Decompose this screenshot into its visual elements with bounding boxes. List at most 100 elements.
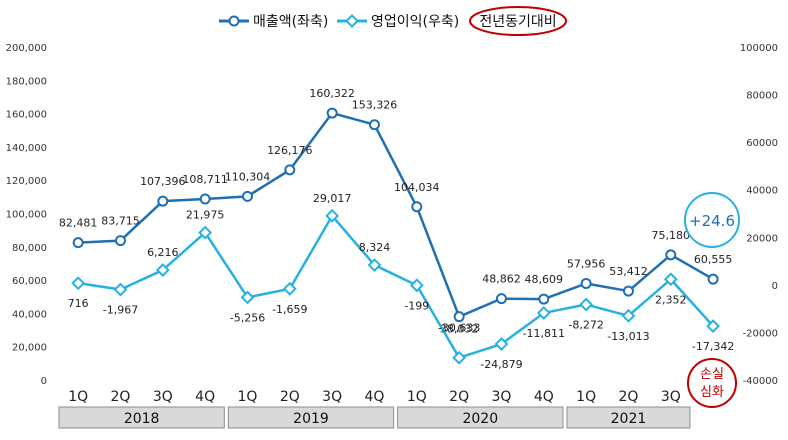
right-tick-label: 60000: [746, 138, 778, 149]
legend-marker: [469, 6, 567, 36]
year-label: 2018: [124, 411, 160, 427]
data-label: 108,711: [182, 173, 228, 186]
data-label: 48,862: [482, 273, 521, 286]
right-tick-label: 40000: [746, 186, 778, 197]
data-point: [155, 263, 170, 277]
right-tick-label: 100000: [740, 43, 778, 54]
right-tick-label: -20000: [743, 328, 778, 339]
right-tick-label: 80000: [746, 91, 778, 102]
data-point: [536, 306, 551, 320]
quarter-label: 3Q: [322, 389, 342, 405]
data-point: [284, 164, 296, 176]
data-label: 2,352: [655, 293, 687, 306]
quarter-label: 4Q: [195, 389, 215, 405]
legend-marker: [345, 14, 359, 28]
data-label: 53,412: [609, 265, 648, 278]
data-label: -17,342: [692, 340, 734, 353]
data-label: -8,272: [568, 319, 603, 332]
data-label: 104,034: [394, 181, 440, 194]
quarter-label: 3Q: [153, 389, 173, 405]
data-point: [622, 285, 634, 297]
data-point: [495, 293, 507, 305]
left-tick-label: 80,000: [12, 243, 47, 254]
data-point: [452, 350, 467, 365]
data-label: 21,975: [186, 209, 225, 222]
data-point: [72, 237, 84, 249]
data-label: 126,176: [267, 144, 313, 157]
data-point: [367, 258, 382, 272]
data-point: [707, 273, 719, 285]
series-line: [77, 214, 715, 359]
quarter-label: 4Q: [534, 389, 554, 405]
year-label: 2019: [293, 411, 329, 427]
data-point: [411, 201, 423, 213]
data-point: [409, 278, 424, 293]
data-label: 82,481: [59, 217, 98, 230]
left-tick-label: 120,000: [6, 176, 47, 187]
right-tick-label: 20000: [746, 233, 778, 244]
yoy-annotation-text: +24.6: [689, 212, 735, 230]
quarter-label: 3Q: [661, 389, 681, 405]
data-label: -24,879: [480, 358, 522, 371]
year-box: [58, 406, 225, 429]
series-line: [78, 111, 714, 318]
left-tick-label: 160,000: [6, 110, 47, 121]
data-label: 57,956: [567, 258, 606, 271]
data-label: -5,256: [230, 311, 265, 324]
data-point: [114, 235, 126, 247]
data-point: [663, 272, 678, 287]
data-label: 107,396: [140, 175, 186, 188]
quarter-label: 2Q: [449, 389, 469, 405]
data-point: [706, 319, 721, 334]
operating-profit-series: 716 -1,967 6,216 21,975 -5,256 -1,659 29,017 8,…: [68, 192, 735, 371]
left-tick-label: 40,000: [12, 309, 47, 320]
data-label: 75,180: [652, 229, 691, 242]
quarter-label: 3Q: [491, 389, 511, 405]
data-point: [621, 308, 636, 323]
quarter-label: 2Q: [618, 389, 638, 405]
data-point: [538, 293, 550, 305]
legend-label: 매출액(좌축): [253, 14, 328, 30]
data-label: -30,633: [438, 322, 480, 335]
data-label: 48,609: [525, 273, 564, 286]
data-point: [579, 297, 594, 312]
data-label: -13,013: [607, 330, 649, 343]
data-point: [240, 290, 255, 305]
quarter-label: 1Q: [238, 389, 258, 405]
data-point: [368, 119, 380, 131]
data-point: [241, 190, 253, 202]
year-label: 2020: [462, 411, 498, 427]
quarter-label: 4Q: [365, 389, 385, 405]
loss-annotation-text: 손실: [700, 367, 724, 382]
right-axis: -40000 -20000 0 20000 40000 60000 80000 100000: [740, 43, 778, 387]
data-label: 160,322: [309, 87, 355, 100]
data-label: -1,659: [272, 303, 307, 316]
yoy-annotation-circle: [684, 192, 740, 248]
legend: 매출액(좌축) 영업이익(우축) 전년동기대비: [219, 6, 567, 36]
data-label: 110,304: [225, 170, 271, 183]
data-label: 716: [68, 297, 89, 310]
left-tick-label: 0: [41, 376, 47, 387]
year-label: 2021: [611, 411, 647, 427]
legend-label: 영업이익(우축): [371, 14, 459, 30]
data-label: -1,967: [103, 304, 138, 317]
data-point: [494, 337, 509, 351]
quarter-label: 1Q: [576, 389, 596, 405]
data-label: 8,324: [359, 241, 391, 254]
data-point: [71, 276, 86, 291]
quarter-label: 2Q: [280, 389, 300, 405]
data-point: [453, 311, 465, 323]
year-box: [566, 406, 691, 429]
right-tick-label: -40000: [743, 376, 778, 387]
year-box: [397, 406, 564, 429]
category-axis: 1Q 2Q 3Q 4Q 1Q 2Q 3Q 4Q 1Q 2Q 3Q 4Q 1Q 2Q 3Q 2018 2019 20…: [58, 389, 691, 429]
quarter-label: 1Q: [407, 389, 427, 405]
left-tick-label: 60,000: [12, 276, 47, 287]
data-point: [198, 225, 213, 240]
data-point: [665, 249, 677, 261]
data-point: [113, 282, 128, 297]
year-box: [227, 406, 395, 429]
data-label: -199: [404, 299, 429, 312]
data-point: [580, 278, 592, 290]
